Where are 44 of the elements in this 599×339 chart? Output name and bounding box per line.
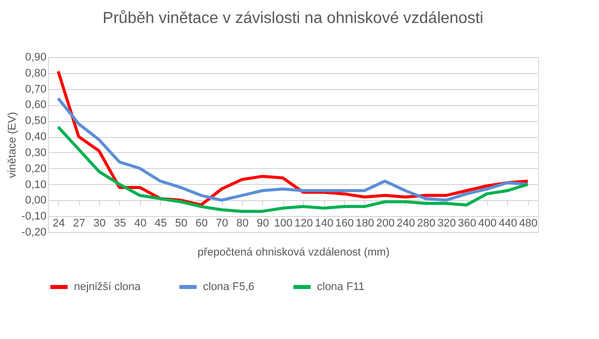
y-tick-label: 0,60 xyxy=(25,99,46,112)
x-axis-title: přepočtená ohnisková vzdálenost (mm) xyxy=(198,246,390,259)
legend-label: clona F5,6 xyxy=(203,281,254,293)
x-tick-label: 200 xyxy=(376,218,395,230)
line-series xyxy=(56,126,530,213)
x-tick-label: 120 xyxy=(294,218,313,230)
x-tick-label: 27 xyxy=(73,218,86,230)
y-axis-title: vinětace (EV) xyxy=(6,112,18,178)
x-tick-label: 40 xyxy=(134,218,146,230)
x-tick-label: 360 xyxy=(458,218,476,230)
x-tick-label: 30 xyxy=(93,218,106,230)
legend-label: clona F11 xyxy=(317,281,364,293)
y-tick-label: 0,00 xyxy=(25,194,46,207)
chart-title: Průběh vinětace v závislosti na ohniskové vzdálenosti xyxy=(102,10,484,27)
x-tick-label: 400 xyxy=(478,218,497,230)
line-series xyxy=(56,96,530,202)
y-tick-label: -0,10 xyxy=(21,210,46,223)
x-tick-label: 24 xyxy=(52,218,65,230)
x-tick-label: 440 xyxy=(498,218,518,230)
x-tick-label: 80 xyxy=(236,218,249,230)
x-tick-label: 240 xyxy=(396,218,415,230)
y-tick-label: 0,70 xyxy=(25,83,46,96)
x-tick-label: 480 xyxy=(519,218,538,230)
x-tick-label: 70 xyxy=(216,218,228,230)
y-tick-label: 0,20 xyxy=(25,162,46,175)
x-tick-label: 180 xyxy=(356,218,374,230)
y-tick-label: 0,90 xyxy=(25,52,46,64)
x-tick-label: 60 xyxy=(196,218,208,230)
x-tick-label: 100 xyxy=(274,218,292,230)
legend-label: nejnižší clona xyxy=(74,281,142,293)
y-tick-label: 0,40 xyxy=(25,131,46,144)
y-tick-label: 0,50 xyxy=(25,115,46,128)
y-tick-label: 0,30 xyxy=(25,146,46,159)
x-tick-label: 280 xyxy=(417,218,436,230)
x-tick-label: 160 xyxy=(335,218,354,230)
x-tick-label: 90 xyxy=(256,218,269,230)
x-tick-label: 140 xyxy=(314,218,334,230)
x-tick-label: 50 xyxy=(175,218,188,230)
y-tick-label: 0,10 xyxy=(25,178,46,191)
x-tick-label: 45 xyxy=(154,218,167,230)
x-tick-label: 320 xyxy=(437,218,456,230)
y-tick-label: 0,80 xyxy=(25,67,46,80)
y-tick-label: -0,20 xyxy=(21,226,46,238)
x-tick-label: 35 xyxy=(114,218,126,230)
